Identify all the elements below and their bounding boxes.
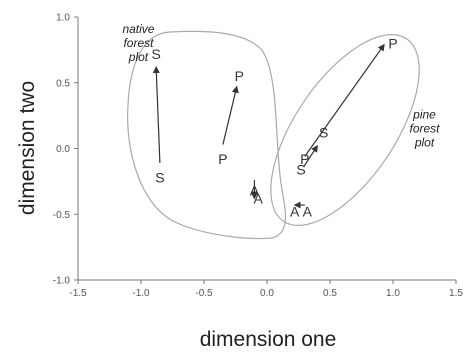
group-annotation-line: forest: [123, 36, 154, 50]
y-tick-label: -0.5: [53, 210, 71, 221]
point-label: A: [250, 183, 260, 199]
y-tick-label: 1.0: [56, 13, 70, 24]
trajectory-arrow: [304, 43, 385, 157]
trajectory-arrow: [303, 145, 318, 168]
point-label: S: [319, 125, 328, 141]
y-tick-label: -1.0: [53, 276, 71, 287]
point-label: P: [388, 35, 397, 51]
native-forest-group-outline: [127, 30, 286, 240]
y-tick-label: 0.5: [56, 78, 70, 89]
point-label: P: [300, 151, 309, 167]
point-label: A: [290, 204, 300, 220]
pine-forest-group-outline: [270, 34, 420, 226]
trajectory-arrow: [222, 85, 239, 145]
point-label: P: [218, 151, 227, 167]
x-tick-label: 0.5: [323, 288, 337, 299]
trajectory-arrows: [152, 43, 385, 209]
point-label: P: [235, 68, 244, 84]
group-annotation-line: native: [122, 22, 154, 36]
point-label: S: [155, 169, 164, 185]
x-tick-label: -0.5: [195, 288, 213, 299]
group-annotation-line: pine: [412, 107, 436, 121]
group-annotation-line: plot: [128, 50, 149, 64]
y-axis-ticks: 1.0 0.5 0.0 -0.5 -1.0: [53, 13, 78, 287]
x-tick-label: -1.5: [69, 288, 87, 299]
point-label: S: [151, 46, 160, 62]
x-tick-label: 0.0: [260, 288, 274, 299]
point-label: A: [254, 190, 264, 206]
trajectory-arrow: [152, 65, 161, 163]
y-axis-title: dimension two: [16, 81, 39, 215]
y-tick-label: 0.0: [56, 144, 70, 155]
x-axis-title: dimension one: [200, 328, 337, 351]
x-tick-label: 1.5: [449, 288, 463, 299]
x-tick-label: -1.0: [132, 288, 150, 299]
group-annotation-line: forest: [409, 121, 440, 135]
x-axis-ticks: -1.5 -1.0 -0.5 0.0 0.5 1.0 1.5: [69, 280, 463, 299]
group-annotation-line: plot: [414, 135, 435, 149]
point-label: A: [303, 204, 313, 220]
point-label: S: [296, 162, 305, 178]
x-tick-label: 1.0: [386, 288, 400, 299]
